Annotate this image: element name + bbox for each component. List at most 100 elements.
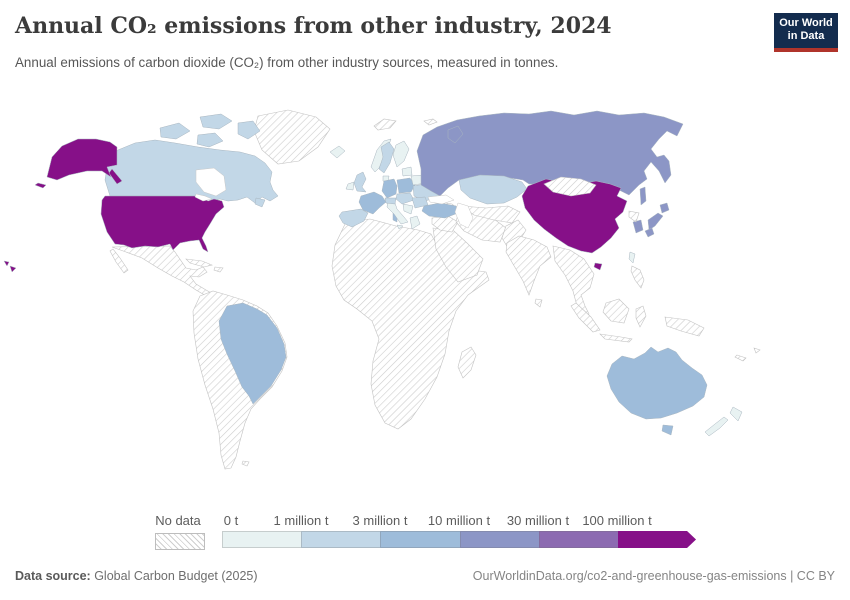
island-sulawesi[interactable]: [635, 305, 647, 328]
island-hispaniola[interactable]: [213, 266, 224, 273]
region-central-asia[interactable]: [460, 205, 521, 224]
country-russia[interactable]: [416, 110, 684, 197]
legend-tick-3: 10 million t: [427, 513, 491, 528]
country-iceland[interactable]: [329, 145, 346, 159]
country-sri-lanka[interactable]: [534, 298, 543, 308]
legend-bin[interactable]: [538, 531, 619, 548]
caspian-sea: [454, 202, 474, 229]
region-alps-austria[interactable]: [384, 197, 397, 205]
legend-no-data-label: No data: [155, 513, 201, 528]
country-australia[interactable]: [606, 346, 708, 420]
owid-logo[interactable]: Our World in Data: [774, 13, 838, 52]
island-falkland[interactable]: [241, 460, 250, 467]
island-borneo[interactable]: [602, 298, 630, 324]
owid-logo-line1: Our World: [779, 17, 833, 29]
island-sicily[interactable]: [396, 224, 404, 230]
island-new-guinea[interactable]: [664, 316, 705, 337]
island-canadian-arctic-1[interactable]: [159, 122, 191, 140]
country-finland[interactable]: [392, 140, 410, 168]
legend-tick-1: 1 million t: [273, 513, 329, 528]
black-sea: [427, 194, 455, 205]
country-mexico-central-america[interactable]: [111, 245, 214, 298]
region-alaska[interactable]: [46, 138, 118, 181]
country-spain-portugal[interactable]: [338, 208, 369, 228]
legend-no-data-swatch[interactable]: [155, 533, 205, 550]
country-taiwan[interactable]: [628, 251, 636, 264]
great-lakes: [194, 193, 213, 202]
island-arctic-sliver[interactable]: [423, 118, 438, 126]
country-usa[interactable]: [100, 195, 225, 253]
chart-subtitle: Annual emissions of carbon dioxide (CO₂)…: [15, 55, 559, 70]
island-sakhalin[interactable]: [639, 186, 647, 206]
country-cuba[interactable]: [185, 258, 213, 268]
legend-bin[interactable]: [301, 531, 382, 548]
region-baltics[interactable]: [401, 166, 413, 177]
island-newfoundland[interactable]: [254, 197, 266, 208]
legend-bin-arrow[interactable]: [618, 531, 696, 548]
country-new-zealand-south[interactable]: [704, 416, 729, 437]
country-ireland[interactable]: [345, 181, 355, 191]
legend-color-bar: [222, 531, 696, 548]
no-data-overlay-countries: [543, 176, 640, 223]
data-source: Data source: Global Carbon Budget (2025): [15, 569, 258, 583]
country-india[interactable]: [505, 235, 552, 296]
region-alaska-panhandle[interactable]: [108, 168, 123, 185]
island-hawaii-2[interactable]: [9, 265, 17, 273]
region-balkans[interactable]: [402, 203, 414, 215]
country-united-kingdom[interactable]: [353, 171, 367, 193]
island-canadian-arctic-2[interactable]: [199, 113, 233, 130]
hudson-bay: [195, 167, 227, 197]
data-source-label: Data source:: [15, 569, 91, 583]
island-new-caledonia[interactable]: [734, 354, 747, 362]
country-italy[interactable]: [386, 200, 409, 225]
country-france[interactable]: [358, 191, 387, 215]
country-greenland[interactable]: [253, 109, 331, 165]
island-aleutians[interactable]: [34, 182, 47, 189]
island-honshu[interactable]: [647, 212, 664, 231]
island-hawaii-1[interactable]: [3, 260, 10, 267]
island-java[interactable]: [599, 333, 633, 343]
country-svalbard[interactable]: [373, 118, 397, 131]
country-north-korea[interactable]: [628, 210, 640, 223]
island-kyushu[interactable]: [644, 227, 655, 238]
legend-tick-5: 100 million t: [582, 513, 652, 528]
legend-tick-0: 0 t: [223, 513, 239, 528]
island-novaya-zemlya[interactable]: [447, 125, 464, 144]
island-canadian-arctic-3[interactable]: [237, 120, 261, 140]
legend-bin[interactable]: [222, 531, 303, 548]
island-tasmania[interactable]: [661, 424, 674, 436]
owid-logo-line2: in Data: [787, 30, 825, 42]
island-fiji[interactable]: [753, 347, 761, 354]
country-sweden[interactable]: [378, 141, 395, 174]
country-kazakhstan[interactable]: [458, 174, 528, 205]
region-baja-california[interactable]: [109, 248, 129, 274]
data-source-value: Global Carbon Budget (2025): [90, 569, 258, 583]
island-canadian-arctic-4[interactable]: [196, 132, 224, 148]
region-indochina[interactable]: [552, 245, 595, 318]
country-greece[interactable]: [409, 215, 421, 230]
country-south-korea[interactable]: [632, 219, 644, 234]
region-czech-hungary[interactable]: [395, 192, 415, 205]
legend-tick-2: 3 million t: [352, 513, 408, 528]
region-arabia[interactable]: [432, 227, 484, 283]
country-germany[interactable]: [381, 178, 398, 199]
island-hainan[interactable]: [593, 262, 603, 271]
world-map[interactable]: [0, 95, 850, 520]
country-brazil[interactable]: [218, 302, 287, 405]
country-new-zealand-north[interactable]: [729, 406, 743, 422]
water-bodies: [194, 167, 474, 229]
owid-link[interactable]: OurWorldinData.org/co2-and-greenhouse-ga…: [472, 569, 835, 583]
country-madagascar[interactable]: [457, 346, 477, 379]
page-title: Annual CO₂ emissions from other industry…: [15, 13, 612, 39]
legend-bin[interactable]: [380, 531, 461, 548]
legend-bin[interactable]: [459, 531, 540, 548]
colored-countries: [3, 110, 743, 437]
island-sumatra[interactable]: [570, 302, 601, 333]
country-mongolia[interactable]: [543, 176, 597, 197]
legend-tick-4: 30 million t: [506, 513, 570, 528]
country-philippines[interactable]: [630, 265, 645, 289]
island-hokkaido[interactable]: [659, 202, 670, 214]
country-canada[interactable]: [104, 139, 279, 204]
country-turkey[interactable]: [421, 202, 459, 219]
